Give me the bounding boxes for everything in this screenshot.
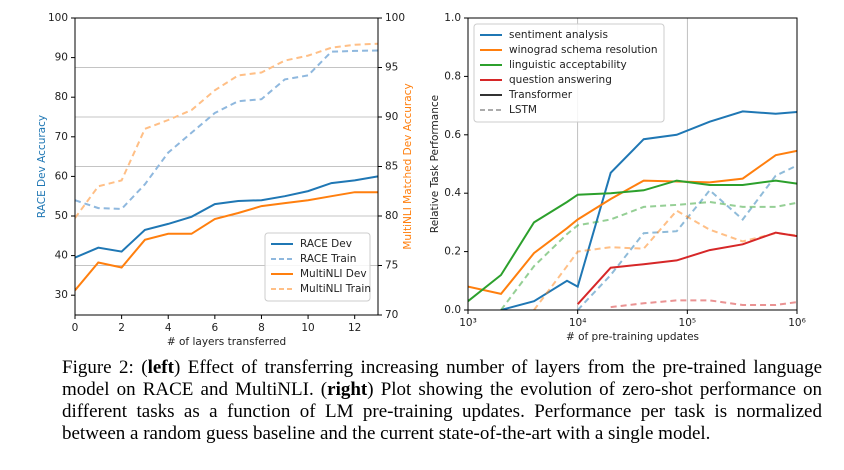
caption-text: ) Plot showing the evolution of zero-sho… xyxy=(62,379,823,444)
y-tick-label: 0.4 xyxy=(444,187,461,199)
y2-tick-label: 100 xyxy=(385,12,405,24)
x-tick-label: 10⁶ xyxy=(788,317,806,329)
legend-label: RACE Dev xyxy=(300,238,352,250)
y-tick-label: 70 xyxy=(55,131,68,143)
line xyxy=(75,49,378,210)
caption-text: Figure 2: ( xyxy=(62,357,148,378)
chart: 0 2 4 6 8 10 12 30 40 50 60 70 80 90 100 70 75 80 85 90 95 10… xyxy=(36,12,414,348)
chart: 10³ 10⁴ 10⁵ 10⁶ 0.0 0.2 0.4 0.6 0.8 1.0 # of pre-t… xyxy=(429,12,806,343)
y2-axis-label: MultiNLI Matched Dev Accuracy xyxy=(402,83,414,249)
legend-label: LSTM xyxy=(509,104,537,116)
plot-area xyxy=(468,110,797,310)
legend-label: winograd schema resolution xyxy=(509,44,658,56)
legend-label: MultiNLI Train xyxy=(300,283,371,295)
x-axis-label: # of layers transferred xyxy=(167,336,286,348)
plot-area xyxy=(75,42,378,291)
axes-frame xyxy=(467,17,798,311)
y-tick-label: 0.8 xyxy=(444,70,461,82)
legend: RACE Dev RACE Train MultiNLI Dev MultiNLI T… xyxy=(264,232,371,302)
x-tick-label: 4 xyxy=(165,322,172,334)
legend-label: Transformer xyxy=(508,89,573,101)
legend-label: linguistic acceptability xyxy=(509,59,627,71)
y-tick-label: 50 xyxy=(55,210,68,222)
line xyxy=(468,149,797,296)
y-axis-label: RACE Dev Accuracy xyxy=(36,115,48,218)
y-tick-label: 60 xyxy=(55,170,68,182)
caption: Figure 2: (left) Effect of transferring … xyxy=(62,357,822,445)
x-axis-label: # of pre-training updates xyxy=(566,331,699,343)
line xyxy=(500,200,797,310)
y-axis-label: Relative Task Performance xyxy=(429,95,441,233)
x-tick-label: 10⁴ xyxy=(569,317,587,329)
y2-tick-label: 70 xyxy=(385,309,398,321)
x-tick-label: 6 xyxy=(212,322,219,334)
line xyxy=(500,110,797,310)
legend-label: RACE Train xyxy=(300,253,356,265)
legend-box xyxy=(473,23,665,123)
y-tick-label: 0.0 xyxy=(444,304,461,316)
x-tick-label: 0 xyxy=(72,322,79,334)
line xyxy=(468,179,797,302)
y2-tick-label: 85 xyxy=(385,161,398,173)
axes-frame xyxy=(74,17,379,316)
x-tick-label: 10⁵ xyxy=(679,317,697,329)
line xyxy=(610,299,797,309)
y2-tick-label: 80 xyxy=(385,210,398,222)
line xyxy=(576,231,797,305)
y-tick-label: 0.2 xyxy=(444,246,461,258)
figure: 0 2 4 6 8 10 12 30 40 50 60 70 80 90 100 70 75 80 85 90 95 10… xyxy=(36,12,806,348)
y-tick-label: 80 xyxy=(55,91,68,103)
legend-label: sentiment analysis xyxy=(509,29,608,41)
legend-box xyxy=(264,232,371,302)
x-tick-label: 12 xyxy=(348,322,361,334)
legend: sentiment analysis winograd schema resolu… xyxy=(473,23,665,123)
y2-tick-label: 90 xyxy=(385,111,398,123)
caption-text: ) Effect of transferring increasing numb… xyxy=(62,357,822,400)
line xyxy=(533,209,797,310)
y-tick-label: 100 xyxy=(48,12,68,24)
y-tick-label: 40 xyxy=(55,250,68,262)
line xyxy=(75,42,378,219)
line xyxy=(576,164,797,310)
y2-tick-label: 95 xyxy=(385,62,398,74)
y-tick-label: 90 xyxy=(55,52,68,64)
y-tick-label: 30 xyxy=(55,289,68,301)
y-tick-label: 0.6 xyxy=(444,129,461,141)
x-tick-label: 10 xyxy=(301,322,314,334)
caption-bold: left xyxy=(147,357,174,378)
legend-label: MultiNLI Dev xyxy=(300,268,367,280)
line xyxy=(75,175,378,259)
legend-label: question answering xyxy=(509,74,612,86)
line xyxy=(75,191,378,291)
x-tick-label: 2 xyxy=(118,322,125,334)
x-tick-label: 8 xyxy=(258,322,265,334)
y-tick-label: 1.0 xyxy=(444,12,461,24)
caption-bold: right xyxy=(327,379,368,400)
y2-tick-label: 75 xyxy=(385,260,398,272)
x-tick-label: 10³ xyxy=(459,317,477,329)
